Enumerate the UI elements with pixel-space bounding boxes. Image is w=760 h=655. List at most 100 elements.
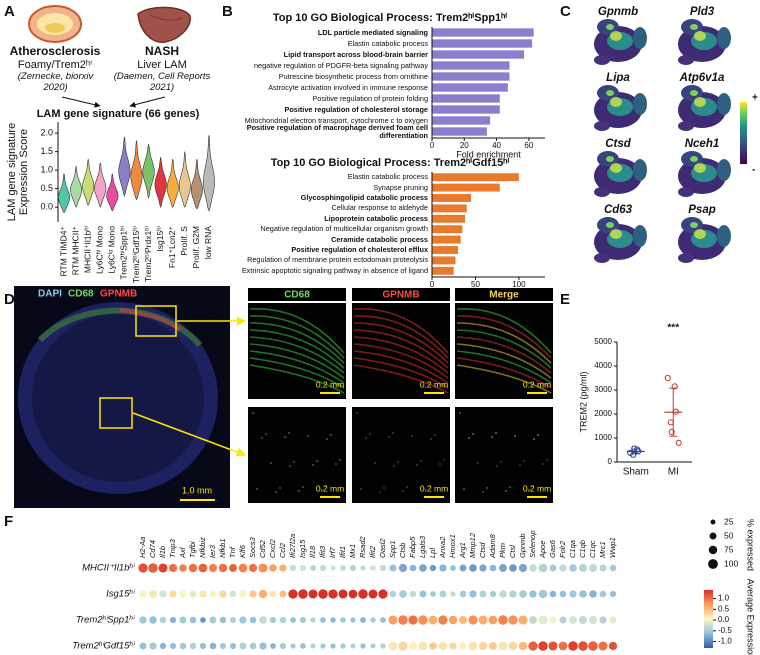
scale-label: 0.2 mm [523, 379, 551, 389]
data-point [668, 428, 675, 436]
dot [439, 590, 447, 598]
dot [229, 642, 237, 650]
tissue-signal [312, 464, 314, 466]
dot [548, 641, 558, 651]
dot [370, 643, 376, 649]
umap-cell-cloud [717, 225, 731, 247]
umap-cell-cloud [606, 24, 614, 30]
dot [508, 641, 518, 651]
y-tick-label: 4000 [594, 361, 612, 370]
colorbar-label: 1.0 [718, 594, 730, 603]
dot [579, 590, 587, 598]
panel-letter: E [560, 291, 570, 308]
tissue-signal [249, 343, 345, 379]
bar [432, 225, 463, 234]
x-tick-label: 60 [524, 141, 533, 150]
panel-letter: A [4, 3, 15, 20]
tissue-signal [434, 434, 436, 436]
gene-label: Gas6 [548, 539, 557, 558]
tissue-signal [456, 308, 552, 354]
gene-label: Lgals3 [418, 535, 427, 558]
dot [179, 590, 187, 598]
dot [459, 590, 467, 598]
umap-cell-cloud [694, 163, 706, 173]
dot [360, 643, 366, 649]
category-label: Putrescine biosynthetic process from orn… [278, 71, 428, 81]
gene-title: Atp6v1a [679, 72, 725, 84]
category-label: Cellular response to aldehyde [331, 203, 428, 213]
dot [538, 589, 548, 599]
chart-title: Top 10 GO Biological Process: Trem2ʰⁱGdf… [271, 156, 510, 169]
dot [259, 616, 267, 624]
dot [578, 615, 588, 625]
dot [168, 563, 178, 573]
category-label: Positive regulation of protein folding [312, 93, 428, 103]
dot [290, 643, 296, 649]
y-tick-label: 0.0 [40, 202, 53, 212]
chart-title: Top 10 GO Biological Process: Trem2ʰⁱSpp… [273, 11, 507, 24]
umap-cell-cloud [690, 90, 698, 96]
gene-label: Il1b [158, 546, 167, 558]
gene-label: Axl [178, 547, 187, 559]
dot [450, 591, 456, 597]
bar [432, 105, 500, 114]
y-tick-label: 2000 [594, 409, 612, 418]
row-label: Trem2ʰⁱGdf15ʰⁱ [72, 641, 135, 652]
tissue-signal [369, 433, 371, 435]
dot [399, 590, 407, 598]
dot [159, 616, 167, 624]
dot [499, 564, 507, 572]
tissue-signal [321, 489, 323, 491]
dot [330, 617, 336, 623]
dot [478, 615, 488, 625]
violin [166, 158, 179, 208]
dot [219, 590, 227, 598]
violin [58, 172, 70, 214]
tissue-signal [326, 438, 328, 440]
gene-label: Apoe [538, 540, 547, 559]
dot [489, 590, 497, 598]
tissue-signal [472, 433, 474, 435]
umap-cell-cloud [633, 159, 647, 181]
tissue-signal [392, 432, 394, 434]
dot [338, 589, 348, 599]
dot [279, 564, 287, 572]
data-point [630, 451, 637, 458]
y-tick-label: 0.5 [40, 183, 53, 193]
umap-cell-cloud [717, 159, 731, 181]
dot [270, 643, 276, 649]
dot [179, 642, 187, 650]
dot [569, 616, 577, 624]
dot [418, 615, 428, 625]
tissue-signal [514, 435, 516, 437]
size-legend-dot [709, 532, 717, 540]
stain-label: CD68 [68, 289, 94, 300]
bar [432, 28, 534, 37]
dot [288, 589, 298, 599]
scale-label: 0.2 mm [420, 483, 448, 493]
tissue-signal [528, 489, 530, 491]
dot [149, 616, 157, 624]
violin [154, 157, 167, 209]
micrograph-bg [455, 407, 553, 503]
micrograph: 0.2 mm [352, 303, 450, 399]
size-legend-label: 50 [724, 530, 734, 540]
tissue-signal [316, 460, 318, 462]
umap-cell-cloud [717, 93, 731, 115]
tissue-signal [335, 463, 337, 465]
dot [189, 616, 197, 624]
umap-cell-cloud [594, 55, 610, 65]
dot [509, 564, 517, 572]
gene-label: C1qc [588, 540, 597, 558]
bar [432, 173, 519, 182]
dot [340, 643, 346, 649]
tissue-signal [496, 465, 498, 467]
data-point [672, 408, 679, 415]
dot [409, 564, 417, 572]
category-label: Regulation of membrane protein ectodomai… [247, 255, 428, 265]
dot [589, 590, 597, 598]
x-tick-label: RTM TIMD4⁺ [58, 225, 68, 276]
gene-label: Ifit1 [338, 546, 347, 558]
tissue-signal [249, 364, 345, 394]
umap-plot [678, 19, 731, 65]
